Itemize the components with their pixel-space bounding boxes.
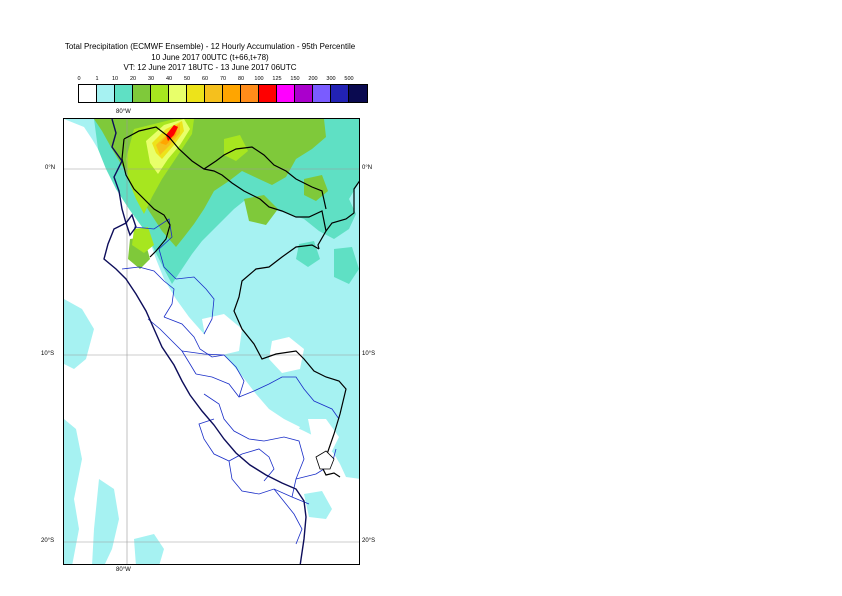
legend-label: 10 [111, 76, 119, 82]
legend-label: 60 [201, 76, 209, 82]
legend-swatch [115, 85, 133, 102]
legend-swatch [277, 85, 295, 102]
legend-label: 100 [254, 76, 264, 82]
lake-titicaca [315, 450, 335, 470]
legend-swatch [349, 85, 367, 102]
lat-label-10s-left: 10°S [41, 351, 55, 357]
lat-label-20s-left: 20°S [41, 538, 55, 544]
legend-swatch [187, 85, 205, 102]
color-legend: 0 1 10 20 30 40 50 60 70 80 100 125 150 200 300 500 [77, 74, 368, 104]
lat-label-10s-right: 10°S [362, 351, 376, 357]
legend-swatch [241, 85, 259, 102]
legend-label: 200 [308, 76, 318, 82]
legend-swatch [169, 85, 187, 102]
legend-swatch [259, 85, 277, 102]
lon-label-top: 80°W [116, 109, 131, 115]
legend-label: 80 [237, 76, 245, 82]
legend-swatch [205, 85, 223, 102]
title-line-3: VT: 12 June 2017 18UTC - 13 June 2017 06… [123, 63, 297, 72]
title-line-2: 10 June 2017 00UTC (t+66,t+78) [151, 52, 269, 62]
lat-label-20s-right: 20°S [362, 538, 376, 544]
legend-label: 70 [219, 76, 227, 82]
map-canvas [64, 119, 359, 564]
department-boundaries [121, 218, 340, 545]
legend-label: 50 [183, 76, 191, 82]
legend-swatch [79, 85, 97, 102]
legend-swatch [97, 85, 115, 102]
legend-label: 40 [165, 76, 173, 82]
legend-label: 300 [326, 76, 336, 82]
legend-swatch [331, 85, 349, 102]
coastline [103, 119, 307, 564]
legend-label: 125 [272, 76, 282, 82]
legend-swatch [151, 85, 169, 102]
precipitation-map [63, 118, 360, 565]
legend-bar [78, 84, 368, 103]
legend-swatch [313, 85, 331, 102]
lat-label-0-right: 0°N [362, 165, 373, 171]
legend-label: 1 [95, 76, 99, 82]
legend-label: 20 [129, 76, 137, 82]
precip-heavy-core [146, 119, 190, 174]
chart-title: Total Precipitation (ECMWF Ensemble) - 1… [40, 42, 380, 74]
legend-label: 150 [290, 76, 300, 82]
legend-labels: 0 1 10 20 30 40 50 60 70 80 100 125 150 200 300 500 [77, 74, 353, 84]
title-line-1: Total Precipitation (ECMWF Ensemble) - 1… [64, 42, 356, 51]
lat-label-0-left: 0°N [45, 165, 56, 171]
legend-swatch [133, 85, 151, 102]
legend-swatch [295, 85, 313, 102]
legend-label: 500 [344, 76, 354, 82]
legend-label: 30 [147, 76, 155, 82]
lon-label-bottom: 80°W [116, 567, 131, 573]
legend-label: 0 [77, 76, 81, 82]
legend-swatch [223, 85, 241, 102]
lat-lon-grid [64, 119, 359, 564]
